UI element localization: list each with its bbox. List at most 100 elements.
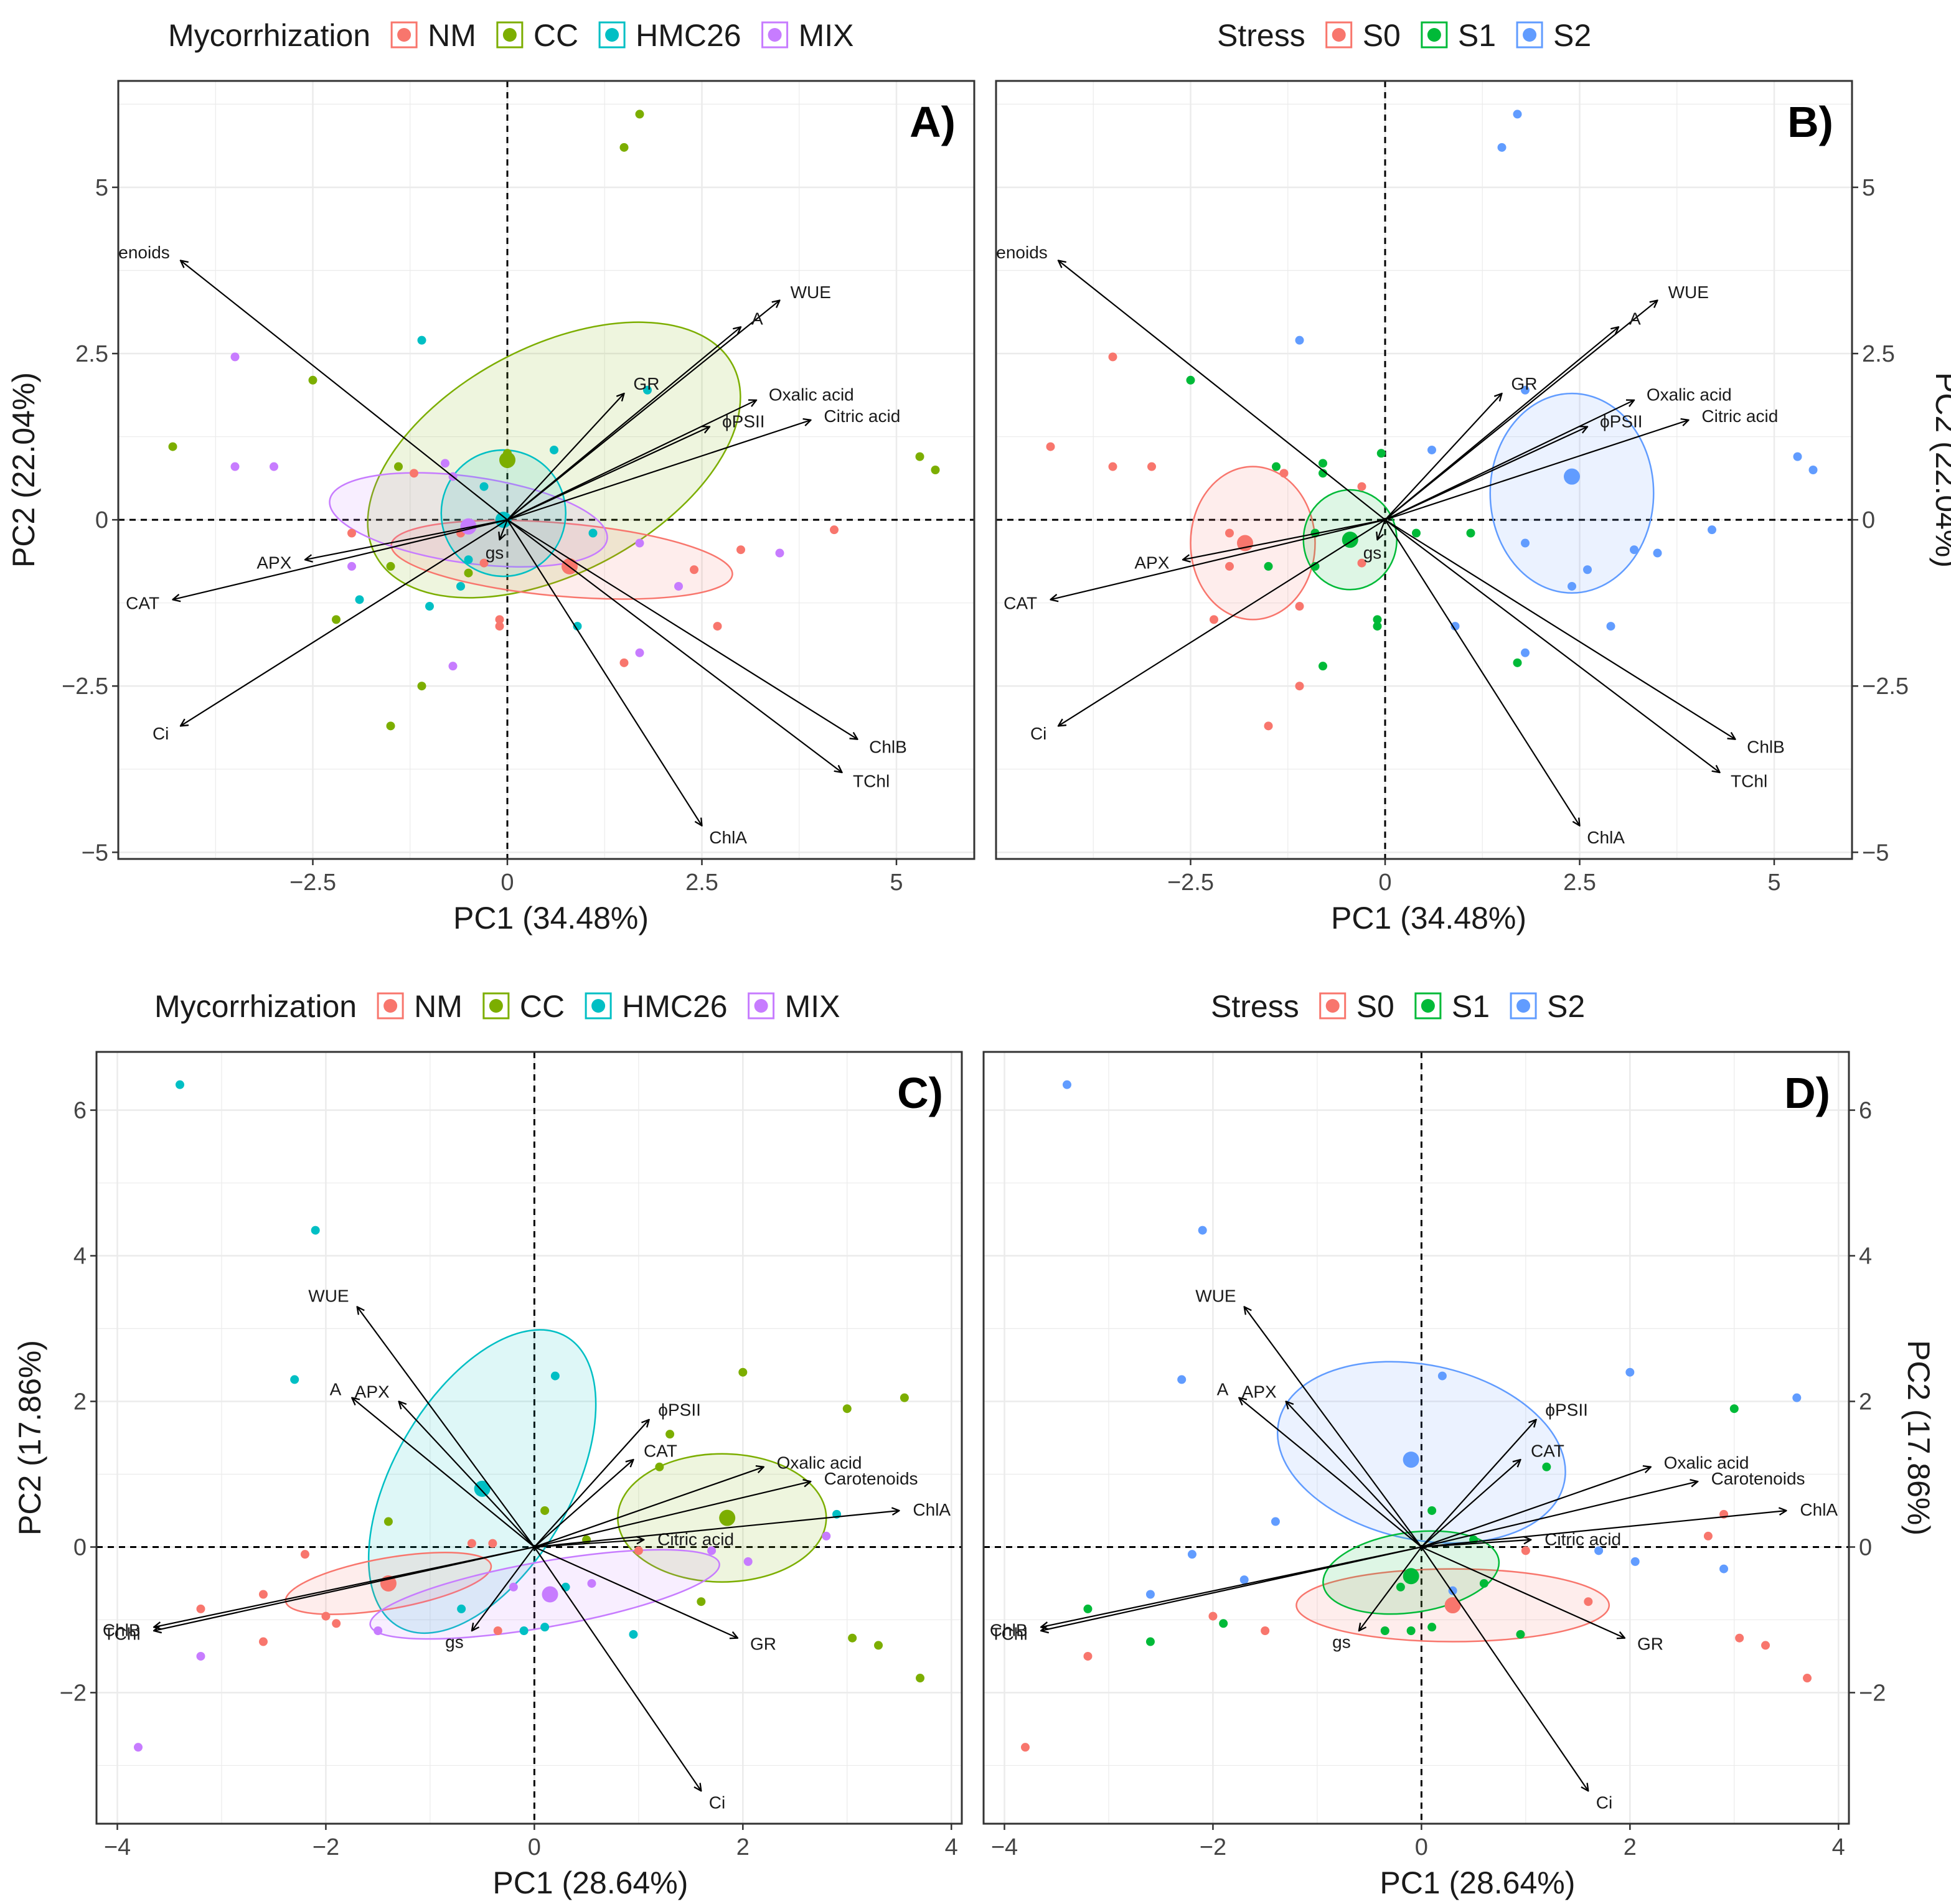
- plot-border: [982, 1051, 1850, 1825]
- y-tick-label: −2.5: [62, 673, 108, 700]
- point-nm: [258, 1590, 268, 1599]
- point-cc: [931, 466, 940, 474]
- legend-label-hmc26: HMC26: [636, 18, 741, 53]
- x-tick-label: 2: [736, 1834, 750, 1860]
- y-tick-label: −5: [1862, 840, 1889, 866]
- loading-label-chla: ChlA: [913, 1500, 951, 1519]
- loading-arrow-line: [1421, 1460, 1520, 1548]
- loading-arrow-psii: ϕPSII: [1385, 411, 1643, 521]
- legend-key-mix: MIX: [761, 18, 853, 53]
- loading-label-apx: APX: [355, 1382, 390, 1401]
- loading-label-gr: GR: [1511, 374, 1537, 393]
- point-s2: [1583, 565, 1592, 574]
- point-s2: [1450, 622, 1460, 631]
- point-s1: [1186, 375, 1195, 385]
- point-s2: [1198, 1226, 1207, 1235]
- point-mix: [441, 459, 449, 468]
- legend-key-nm: NM: [390, 18, 476, 53]
- loading-label-cat: CAT: [126, 593, 159, 612]
- legend-label-s2: S2: [1553, 18, 1591, 53]
- point-s0: [1279, 469, 1289, 478]
- centroid-hmc26: [474, 1480, 491, 1497]
- loading-label-chla: ChlA: [709, 828, 747, 847]
- point-s0: [1264, 721, 1273, 731]
- legend-stress-top: Stress S0 S1 S2: [1217, 18, 1591, 53]
- point-s1: [1319, 662, 1327, 671]
- legend-key-dot: [1332, 28, 1346, 42]
- centroid-hmc26: [495, 512, 512, 528]
- point-s2: [1792, 1393, 1802, 1402]
- point-s0: [1108, 462, 1117, 471]
- loading-arrow-line: [507, 519, 842, 772]
- loading-arrow-line: [1239, 1398, 1422, 1548]
- loading-arrow-wue: WUE: [308, 1287, 535, 1548]
- point-s1: [1380, 1626, 1389, 1635]
- point-hmc26: [417, 335, 426, 345]
- loading-label-wue: WUE: [1195, 1287, 1236, 1306]
- loading-label-oxalic-acid: Oxalic acid: [769, 385, 854, 404]
- loading-arrow-gs: gs: [445, 1546, 535, 1652]
- loading-arrow-line: [1183, 519, 1386, 560]
- point-nm: [332, 1619, 341, 1628]
- point-mix: [133, 1743, 143, 1752]
- x-tick-label: 2.5: [1563, 870, 1596, 896]
- point-s2: [1239, 1575, 1249, 1585]
- loading-arrow-chla: ChlA: [507, 519, 747, 847]
- loading-arrow-wue: WUE: [1385, 283, 1709, 520]
- point-s0: [1521, 1546, 1530, 1555]
- loading-arrow-line: [1051, 519, 1386, 599]
- legend-key-dot: [754, 999, 768, 1013]
- point-s0: [1046, 442, 1055, 451]
- legend-key-dot: [1421, 999, 1435, 1013]
- loading-label-gr: GR: [1637, 1634, 1663, 1654]
- loading-arrow-carotenoids: Carotenoids: [534, 1469, 918, 1548]
- grid-lines: [996, 81, 1852, 859]
- loading-arrow-line: [181, 260, 508, 520]
- loading-arrow-line: [1421, 1420, 1536, 1548]
- loading-arrow-line: [1359, 1546, 1422, 1631]
- legend-key-dot: [383, 999, 398, 1013]
- loading-arrow-gs: gs: [486, 519, 509, 563]
- point-mix: [775, 548, 784, 558]
- loading-label-citric-acid: Citric acid: [824, 406, 900, 426]
- point-s0: [1225, 528, 1234, 538]
- point-mix: [635, 648, 644, 657]
- loading-arrow-line: [1421, 1511, 1786, 1548]
- legend-stress-bottom: Stress S0 S1 S2: [1211, 989, 1585, 1024]
- legend-title: Mycorrhization: [154, 989, 357, 1024]
- loading-label-ci: Ci: [1596, 1793, 1612, 1813]
- y-tick-label: −2: [1859, 1680, 1886, 1706]
- loading-arrow-gs: gs: [1332, 1546, 1422, 1652]
- y-tick-label: 4: [1859, 1244, 1872, 1270]
- point-s1: [1376, 449, 1386, 458]
- x-tick-label: 4: [945, 1834, 958, 1860]
- point-hmc26: [540, 1623, 550, 1632]
- loading-arrow-line: [1385, 519, 1736, 739]
- legend-mycorrhization-top: Mycorrhization NM CC HMC26 MIX: [168, 18, 853, 53]
- loading-label-cat: CAT: [1004, 593, 1037, 612]
- loading-arrow-line: [534, 1420, 649, 1548]
- y-tick-label: −5: [82, 840, 108, 866]
- plot-background: [118, 81, 974, 859]
- loading-arrow-oxalic-acid: Oxalic acid: [507, 385, 854, 521]
- legend-title: Mycorrhization: [168, 18, 370, 53]
- plot-background: [984, 1052, 1849, 1824]
- point-cc: [168, 442, 177, 451]
- legend-label-s1: S1: [1458, 18, 1496, 53]
- legend-key-dot: [1523, 28, 1537, 42]
- x-tick-label: −2.5: [1167, 870, 1214, 896]
- loading-label-psii: ϕPSII: [1600, 411, 1643, 431]
- point-s1: [1406, 1626, 1416, 1635]
- legend-key-hmc26: HMC26: [585, 989, 728, 1024]
- grid-lines: [984, 1052, 1849, 1824]
- loading-label-a: A: [1629, 309, 1641, 328]
- x-tick-label: 0: [501, 870, 514, 896]
- point-hmc26: [355, 595, 364, 604]
- legend-mycorrhization-bottom: Mycorrhization NM CC HMC26 MIX: [154, 989, 840, 1024]
- loading-label-citric-acid: Citric acid: [1701, 406, 1778, 426]
- loading-label-carotenoids: Carotenoids: [954, 243, 1048, 262]
- loading-arrow-cat: CAT: [1004, 519, 1386, 612]
